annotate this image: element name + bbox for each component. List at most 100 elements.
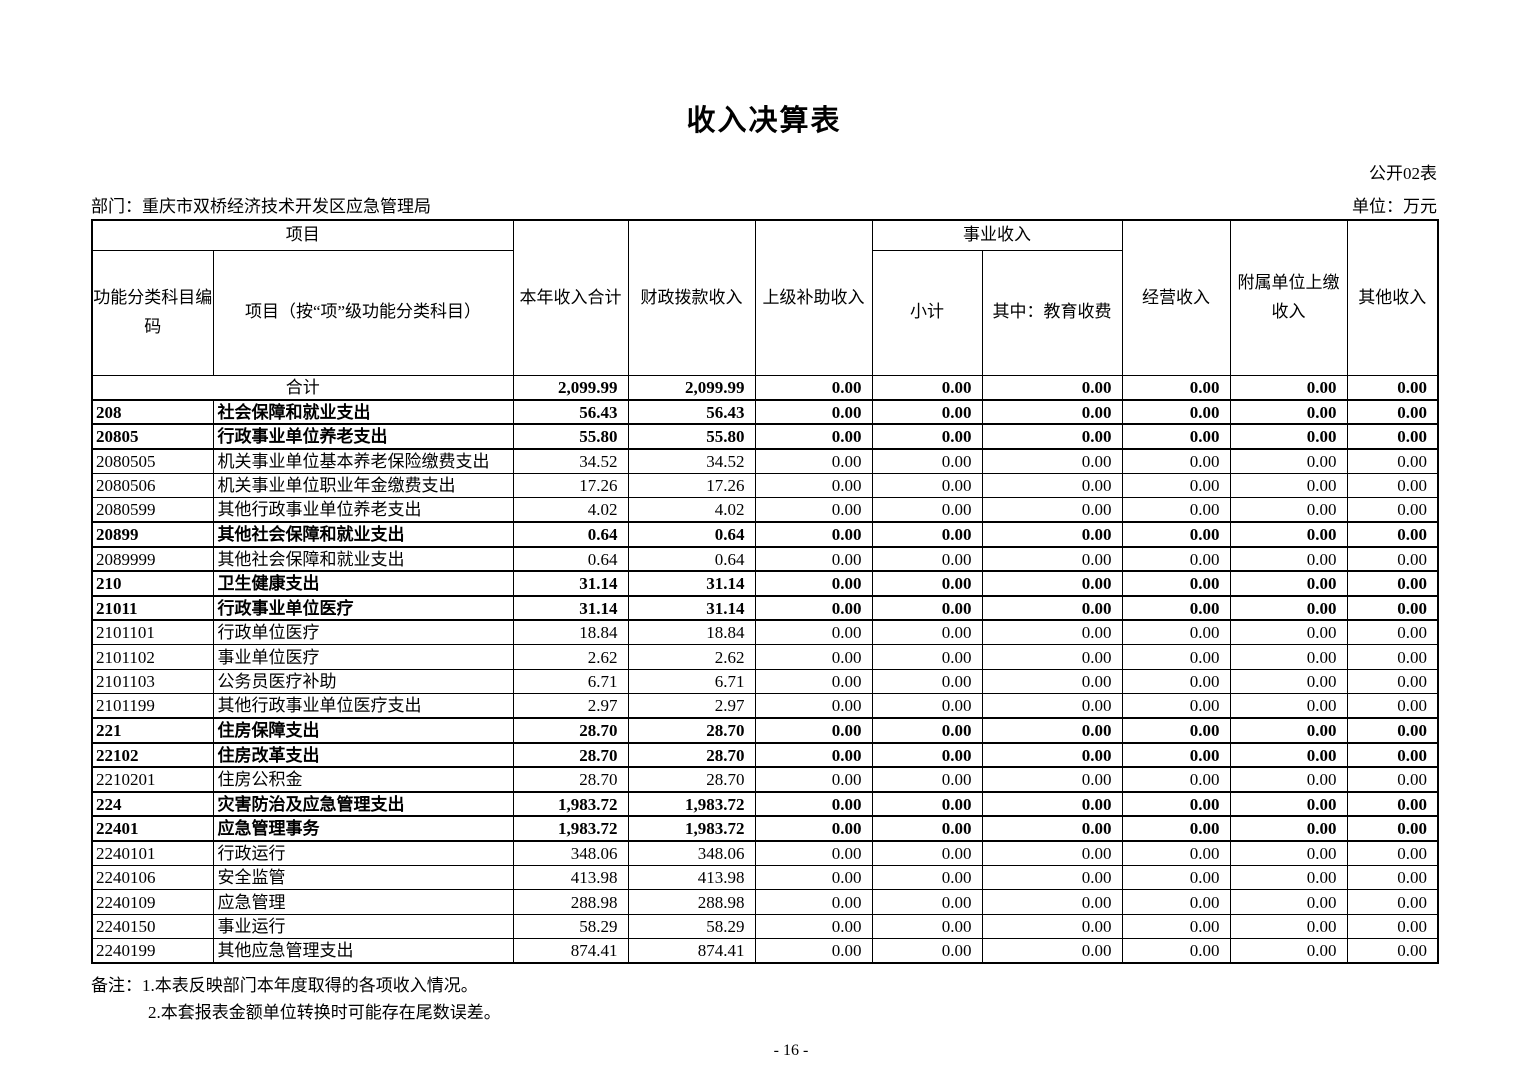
- header-subtotal: 小计: [871, 249, 983, 376]
- row-value: 0.00: [754, 546, 873, 572]
- row-value: 0.00: [871, 913, 983, 940]
- row-value: 0.00: [754, 521, 873, 548]
- row-value: 0.00: [871, 497, 983, 523]
- row-value: 0.00: [871, 889, 983, 915]
- row-value: 0.00: [754, 864, 873, 891]
- row-value: 6.71: [627, 668, 756, 695]
- header-annual-total: 本年收入合计: [512, 219, 629, 376]
- row-value: 0.00: [981, 497, 1123, 523]
- row-value: 28.70: [627, 717, 756, 744]
- row-value: 18.84: [512, 619, 629, 646]
- table-header: 项目 本年收入合计 财政拨款收入 上级补助收入 事业收入 经营收入 附属单位上缴…: [91, 219, 1439, 376]
- row-value: 0.00: [1121, 619, 1231, 646]
- table-code-label: 公开02表: [1369, 164, 1437, 183]
- row-item-name: 事业运行: [212, 913, 514, 940]
- header-project-group: 项目: [91, 219, 514, 251]
- row-item-name: 其他行政事业单位养老支出: [212, 497, 514, 523]
- row-value: 0.00: [1346, 546, 1439, 572]
- row-function-code: 2101199: [91, 693, 214, 719]
- header-row-1: 项目 本年收入合计 财政拨款收入 上级补助收入 事业收入 经营收入 附属单位上缴…: [91, 219, 1439, 376]
- row-value: 0.00: [1346, 448, 1439, 474]
- row-function-code: 2240150: [91, 913, 214, 940]
- row-function-code: 224: [91, 790, 214, 818]
- row-value: 2,099.99: [512, 374, 629, 401]
- row-value: 56.43: [512, 398, 629, 426]
- row-value: 0.00: [981, 766, 1123, 793]
- row-value: 0.00: [981, 815, 1123, 842]
- note-line-1: 备注：1.本表反映部门本年度取得的各项收入情况。: [91, 976, 478, 996]
- header-fiscal-appropriation: 财政拨款收入: [627, 219, 756, 376]
- row-value: 1,983.72: [627, 790, 756, 818]
- row-item-name: 公务员医疗补助: [212, 668, 514, 695]
- row-value: 0.00: [981, 619, 1123, 646]
- row-value: 0.00: [981, 693, 1123, 719]
- row-value: 0.00: [1121, 717, 1231, 744]
- row-value: 874.41: [627, 938, 756, 964]
- row-value: 0.00: [754, 741, 873, 769]
- row-value: 0.00: [1121, 497, 1231, 523]
- row-value: 0.64: [512, 521, 629, 548]
- row-value: 0.00: [1229, 717, 1348, 744]
- row-function-code: 22401: [91, 815, 214, 842]
- row-value: 0.00: [871, 938, 983, 964]
- row-value: 0.00: [871, 840, 983, 866]
- table-row: 合计 2,099.99 2,099.99 0.00 0.00 0.00 0.00 0.00 0.…: [91, 374, 1439, 401]
- row-value: 0.00: [871, 790, 983, 818]
- row-value: 0.00: [1346, 497, 1439, 523]
- row-value: 31.14: [627, 594, 756, 622]
- row-value: 0.00: [981, 741, 1123, 769]
- row-item-name: 行政单位医疗: [212, 619, 514, 646]
- row-value: 2.62: [627, 644, 756, 670]
- row-value: 0.00: [1229, 741, 1348, 769]
- table-row: 221 住房保障支出 28.70 28.70 0.00 0.00 0.00 0.00 0.00 0…: [91, 717, 1439, 744]
- row-value: 28.70: [512, 717, 629, 744]
- row-item-name: 卫生健康支出: [212, 570, 514, 597]
- row-value: 0.00: [981, 448, 1123, 474]
- row-value: 288.98: [627, 889, 756, 915]
- row-value: 0.00: [754, 889, 873, 915]
- row-function-code: 208: [91, 398, 214, 426]
- row-value: 0.00: [1229, 889, 1348, 915]
- row-value: 0.00: [871, 619, 983, 646]
- row-value: 0.00: [1229, 497, 1348, 523]
- table-row: 2101102 事业单位医疗 2.62 2.62 0.00 0.00 0.00 0.00 0.0…: [91, 644, 1439, 670]
- meta-row: 部门：重庆市双桥经济技术开发区应急管理局 单位：万元: [91, 196, 1437, 217]
- table-row: 2080506 机关事业单位职业年金缴费支出 17.26 17.26 0.00 0.00 0…: [91, 472, 1439, 499]
- row-value: 1,983.72: [512, 815, 629, 842]
- row-value: 4.02: [512, 497, 629, 523]
- row-value: 0.00: [871, 644, 983, 670]
- row-value: 0.00: [1229, 423, 1348, 450]
- row-value: 58.29: [512, 913, 629, 940]
- row-value: 0.00: [754, 766, 873, 793]
- row-value: 348.06: [627, 840, 756, 866]
- row-value: 0.00: [1229, 546, 1348, 572]
- row-value: 0.00: [981, 472, 1123, 499]
- row-value: 0.00: [871, 398, 983, 426]
- row-value: 55.80: [627, 423, 756, 450]
- table-row: 2240150 事业运行 58.29 58.29 0.00 0.00 0.00 0.00 0.0…: [91, 913, 1439, 940]
- row-value: 0.00: [1121, 913, 1231, 940]
- row-function-code: 20805: [91, 423, 214, 450]
- row-value: 0.00: [1346, 472, 1439, 499]
- row-value: 0.00: [1121, 693, 1231, 719]
- row-value: 2.97: [627, 693, 756, 719]
- table-row: 2240109 应急管理 288.98 288.98 0.00 0.00 0.00 0.00 0…: [91, 889, 1439, 915]
- row-value: 0.00: [981, 374, 1123, 401]
- row-value: 2,099.99: [627, 374, 756, 401]
- row-item-name: 住房保障支出: [212, 717, 514, 744]
- row-function-code: 210: [91, 570, 214, 597]
- row-item-name: 事业单位医疗: [212, 644, 514, 670]
- row-value: 0.00: [1229, 693, 1348, 719]
- row-value: 0.00: [1346, 717, 1439, 744]
- row-function-code: 2080506: [91, 472, 214, 499]
- row-value: 0.00: [1229, 594, 1348, 622]
- row-function-code: 2240109: [91, 889, 214, 915]
- row-value: 1,983.72: [512, 790, 629, 818]
- row-value: 0.00: [1346, 889, 1439, 915]
- row-value: 0.00: [871, 693, 983, 719]
- table-row: 21011 行政事业单位医疗 31.14 31.14 0.00 0.00 0.00 0.00 0…: [91, 594, 1439, 622]
- row-value: 0.64: [627, 521, 756, 548]
- row-item-name: 其他应急管理支出: [212, 938, 514, 964]
- row-item-name: 行政运行: [212, 840, 514, 866]
